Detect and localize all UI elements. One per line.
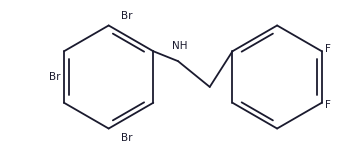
Text: F: F <box>325 100 331 110</box>
Text: NH: NH <box>172 41 188 51</box>
Text: F: F <box>325 44 331 54</box>
Text: Br: Br <box>121 134 132 144</box>
Text: Br: Br <box>49 72 60 82</box>
Text: Br: Br <box>121 10 132 20</box>
